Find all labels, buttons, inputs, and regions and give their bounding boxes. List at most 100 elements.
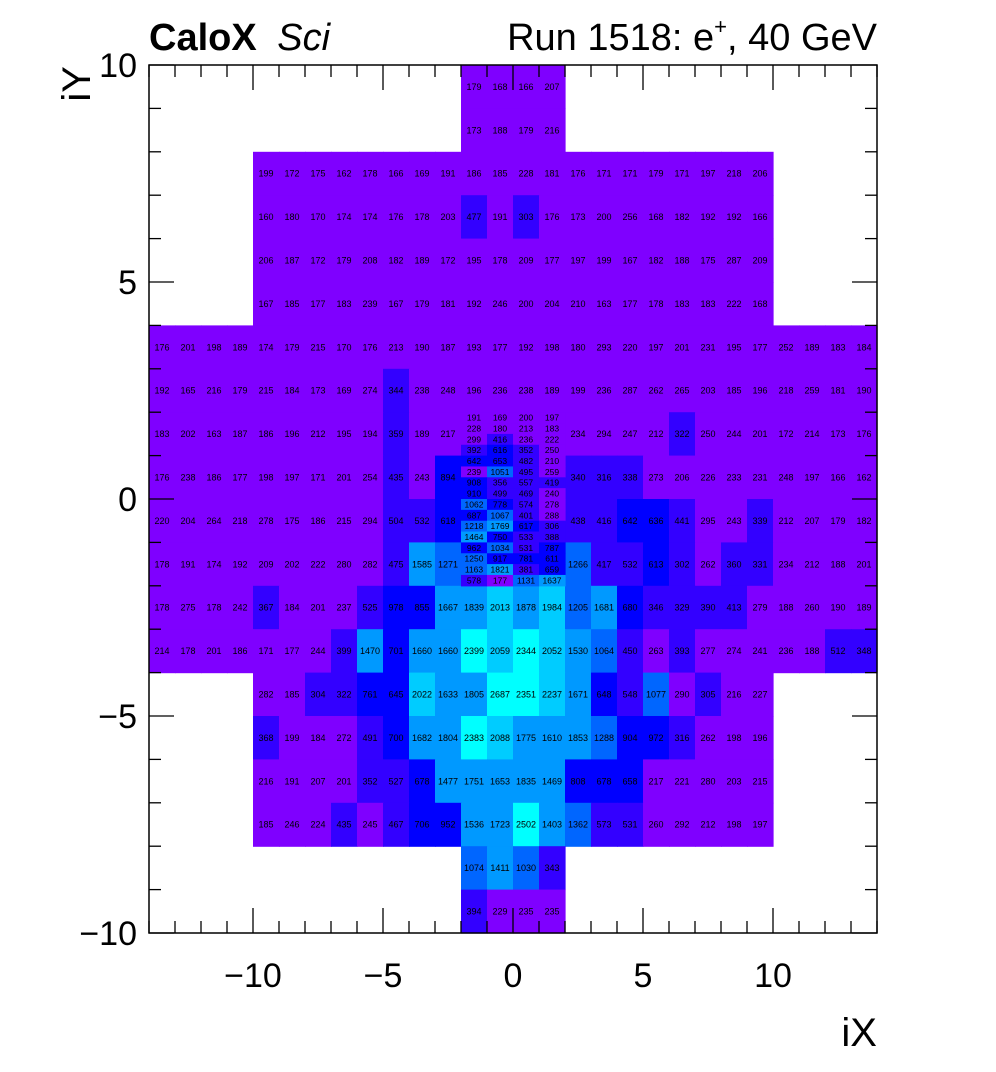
tower-cell-label: 197	[752, 820, 767, 830]
tower-cell	[409, 368, 436, 413]
tower-cell-label: 179	[232, 386, 247, 396]
tower-cell-label: 1403	[542, 820, 562, 830]
tower-cell-label: 169	[414, 169, 429, 179]
tower-cell-label: 209	[258, 559, 273, 569]
tower-cell-label: 220	[154, 516, 169, 526]
tower-cell	[643, 151, 670, 196]
tower-cell-label: 293	[596, 342, 611, 352]
tower-cell	[383, 716, 410, 760]
fine-cell-label: 499	[493, 489, 507, 499]
fine-cell-label: 236	[519, 434, 533, 444]
tower-cell	[253, 368, 280, 413]
tower-cell	[591, 238, 618, 283]
tower-cell	[279, 455, 306, 500]
fine-cell	[461, 574, 488, 587]
tower-cell	[643, 195, 670, 240]
tower-cell-label: 1660	[412, 646, 432, 656]
tower-cell	[747, 282, 774, 326]
tower-cell-label: 173	[466, 125, 481, 135]
fine-cell-label: 222	[545, 434, 559, 444]
fine-cell-label: 288	[545, 510, 559, 520]
tower-cell	[747, 759, 774, 804]
tower-cell	[565, 282, 592, 326]
tower-cell-label: 192	[726, 212, 741, 222]
tower-cell-label: 262	[700, 733, 715, 743]
tower-cell	[565, 499, 592, 543]
tower-cell	[305, 542, 332, 587]
tower-cell	[279, 412, 306, 457]
fine-cell-label: 419	[545, 478, 559, 488]
tower-cell-label: 196	[752, 733, 767, 743]
fine-cell-label: 213	[519, 423, 533, 433]
tower-cell	[331, 455, 358, 500]
tower-cell	[539, 65, 566, 109]
tower-cell-label: 188	[778, 603, 793, 613]
tower-cell	[799, 499, 826, 543]
tower-cell-label: 243	[414, 472, 429, 482]
fine-cell	[487, 423, 514, 435]
tower-cell-label: 290	[674, 689, 689, 699]
tower-cell	[435, 238, 462, 283]
tower-cell-label: 274	[362, 386, 377, 396]
tower-cell-label: 636	[648, 516, 663, 526]
tower-cell-label: 194	[362, 429, 377, 439]
tower-cell	[149, 499, 176, 543]
tower-cell-label: 182	[674, 212, 689, 222]
x-tick-label: 0	[504, 957, 523, 995]
fine-cell-label: 191	[467, 413, 481, 423]
tower-cell-label: 2351	[516, 689, 536, 699]
tower-cell	[435, 542, 462, 587]
tower-cell-label: 278	[258, 516, 273, 526]
fine-cell-label: 306	[545, 521, 559, 531]
tower-cell	[825, 499, 852, 543]
tower-cell-label: 1064	[594, 646, 614, 656]
tower-cell	[409, 585, 436, 630]
tower-cell	[799, 368, 826, 413]
tower-cell	[357, 368, 384, 413]
tower-cell-label: 229	[492, 906, 507, 916]
tower-cell	[591, 499, 618, 543]
fine-cell	[513, 455, 540, 468]
tower-cell	[591, 759, 618, 804]
tower-cell	[461, 802, 488, 847]
tower-cell	[539, 846, 566, 891]
tower-cell	[773, 499, 800, 543]
tower-cell	[747, 195, 774, 240]
tower-cell-label: 2059	[490, 646, 510, 656]
tower-cell-label: 168	[492, 82, 507, 92]
tower-cell-label: 222	[310, 559, 325, 569]
tower-cell	[669, 542, 696, 587]
tower-cell	[357, 672, 384, 717]
tower-cell-label: 242	[232, 603, 247, 613]
tower-cell	[825, 542, 852, 587]
fine-cell	[513, 553, 540, 565]
tower-cell	[409, 499, 436, 543]
tower-cell-label: 206	[674, 472, 689, 482]
tower-cell	[253, 759, 280, 804]
tower-cell-label: 169	[336, 386, 351, 396]
tower-cell	[149, 585, 176, 630]
tower-cell-label: 504	[388, 516, 403, 526]
tower-cell-label: 338	[622, 472, 637, 482]
tower-cell-label: 166	[830, 472, 845, 482]
tower-cell-label: 2502	[516, 820, 536, 830]
tower-cell	[461, 65, 488, 109]
fine-cell	[539, 509, 566, 522]
tower-cell-label: 226	[700, 472, 715, 482]
tower-cell-label: 1853	[568, 733, 588, 743]
tower-cell	[669, 629, 696, 674]
tower-cell	[513, 716, 540, 760]
tower-cell-label: 894	[440, 472, 455, 482]
tower-cell	[851, 585, 878, 630]
tower-cell	[565, 759, 592, 804]
tower-cell	[305, 716, 332, 760]
fine-cell-label: 177	[493, 575, 507, 585]
tower-cell-label: 648	[596, 689, 611, 699]
tower-cell	[357, 412, 384, 457]
fine-cell-label: 617	[519, 521, 533, 531]
fine-cell	[461, 542, 488, 554]
tower-cell-label: 256	[622, 212, 637, 222]
tower-cell-label: 197	[570, 255, 585, 265]
tower-cell-label: 179	[336, 255, 351, 265]
tower-cell	[435, 412, 462, 457]
